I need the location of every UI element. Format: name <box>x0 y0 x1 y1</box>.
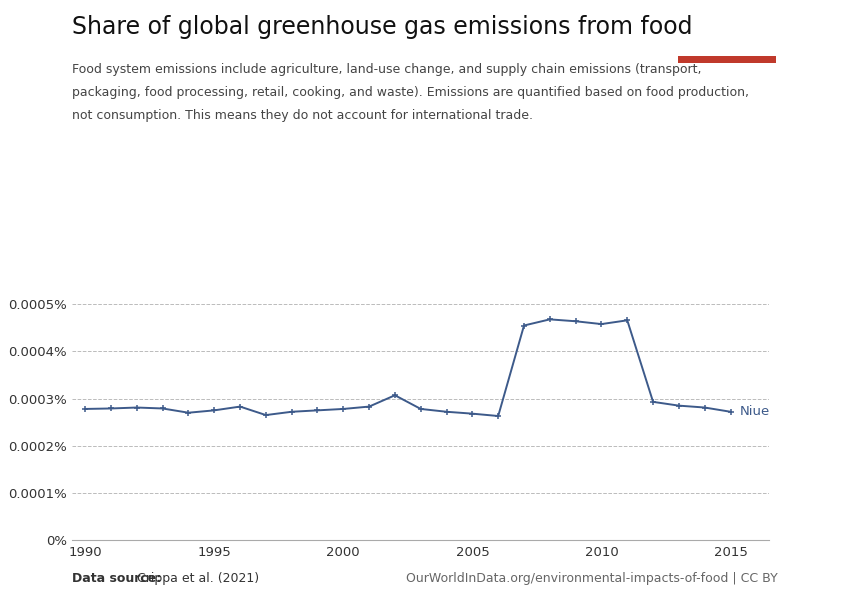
Text: packaging, food processing, retail, cooking, and waste). Emissions are quantifie: packaging, food processing, retail, cook… <box>72 86 749 99</box>
Text: Our World: Our World <box>697 23 756 34</box>
Text: OurWorldInData.org/environmental-impacts-of-food | CC BY: OurWorldInData.org/environmental-impacts… <box>406 572 778 585</box>
Text: Niue: Niue <box>740 405 770 418</box>
Text: Data source:: Data source: <box>72 572 162 585</box>
Text: in Data: in Data <box>706 38 748 49</box>
Text: not consumption. This means they do not account for international trade.: not consumption. This means they do not … <box>72 109 533 122</box>
Text: Share of global greenhouse gas emissions from food: Share of global greenhouse gas emissions… <box>72 15 693 39</box>
Bar <box>678 56 776 63</box>
Text: Food system emissions include agriculture, land-use change, and supply chain emi: Food system emissions include agricultur… <box>72 63 702 76</box>
Text: Crippa et al. (2021): Crippa et al. (2021) <box>133 572 259 585</box>
